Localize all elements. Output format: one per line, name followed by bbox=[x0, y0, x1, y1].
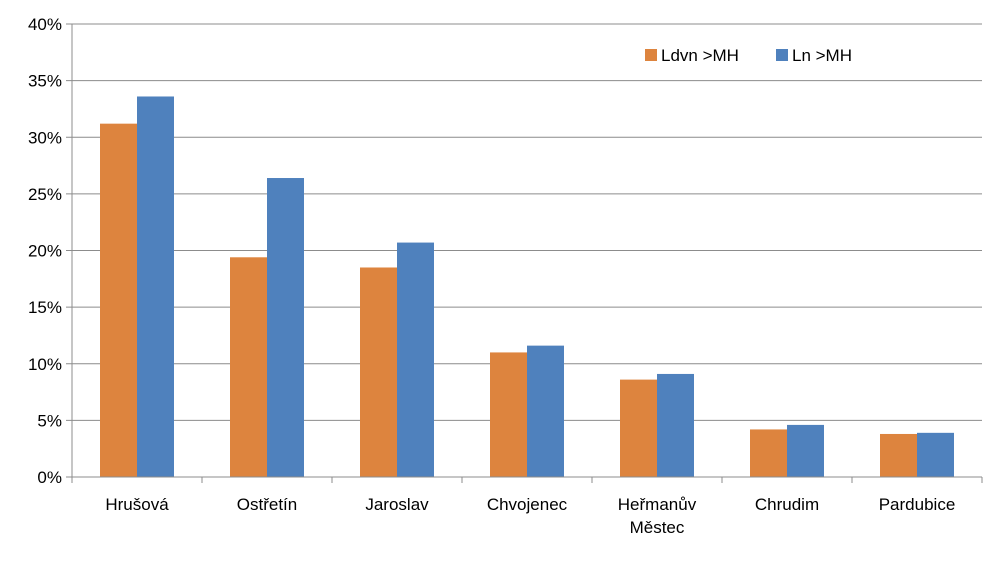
legend-swatch bbox=[776, 49, 788, 61]
x-tick-label: Jaroslav bbox=[365, 495, 429, 514]
bar-series-0 bbox=[230, 257, 267, 477]
legend-item-series-1: Ln >MH bbox=[776, 46, 852, 65]
bar-series-0 bbox=[100, 123, 137, 477]
bar-series-1 bbox=[657, 373, 694, 477]
legend: Ldvn >MH Ln >MH bbox=[645, 46, 852, 65]
x-axis-labels: Hrušová Ostřetín Jaroslav Chvojenec Heřmanův… bbox=[105, 495, 955, 537]
bar-series-1 bbox=[137, 96, 174, 477]
bar-series-1 bbox=[787, 424, 824, 477]
legend-label: Ldvn >MH bbox=[661, 46, 739, 65]
bar-series-1 bbox=[267, 178, 304, 477]
x-tick-label: Heřmanův Městec bbox=[618, 495, 697, 537]
y-tick-label: 0% bbox=[37, 468, 62, 487]
x-tick-label-line: Pardubice bbox=[879, 495, 956, 514]
x-tick-label-line: Heřmanův bbox=[618, 495, 697, 514]
legend-label: Ln >MH bbox=[792, 46, 852, 65]
y-tick-label: 40% bbox=[28, 15, 62, 34]
bar-series-0 bbox=[490, 352, 527, 477]
x-tick-label: Chvojenec bbox=[487, 495, 568, 514]
bars bbox=[100, 96, 954, 477]
x-tick-label-line: Jaroslav bbox=[365, 495, 429, 514]
bar-series-0 bbox=[360, 267, 397, 477]
y-axis-ticks: 0% 5% 10% 15% 20% 25% 30% 35% 40% bbox=[28, 15, 62, 487]
bar-series-0 bbox=[750, 429, 787, 477]
bar-series-1 bbox=[397, 242, 434, 477]
legend-item-series-0: Ldvn >MH bbox=[645, 46, 739, 65]
x-tick-label-line: Chvojenec bbox=[487, 495, 568, 514]
x-tick-label: Chrudim bbox=[755, 495, 819, 514]
y-tick-label: 15% bbox=[28, 298, 62, 317]
y-tick-label: 5% bbox=[37, 411, 62, 430]
y-tick-label: 10% bbox=[28, 355, 62, 374]
x-tick-label-line: Ostřetín bbox=[237, 495, 297, 514]
legend-swatch bbox=[645, 49, 657, 61]
x-tick-label: Hrušová bbox=[105, 495, 169, 514]
bar-series-1 bbox=[917, 432, 954, 477]
y-tick-label: 30% bbox=[28, 128, 62, 147]
y-tick-label: 20% bbox=[28, 242, 62, 261]
bar-series-0 bbox=[620, 379, 657, 477]
x-tick-label-line: Městec bbox=[630, 518, 685, 537]
y-tick-label: 25% bbox=[28, 185, 62, 204]
x-tick-label: Ostřetín bbox=[237, 495, 297, 514]
x-tick-label-line: Chrudim bbox=[755, 495, 819, 514]
x-axis bbox=[71, 24, 983, 483]
gridlines bbox=[66, 23, 982, 478]
x-tick-label-line: Hrušová bbox=[105, 495, 169, 514]
x-tick-label: Pardubice bbox=[879, 495, 956, 514]
bar-series-0 bbox=[880, 433, 917, 477]
bar-series-1 bbox=[527, 345, 564, 477]
y-tick-label: 35% bbox=[28, 72, 62, 91]
